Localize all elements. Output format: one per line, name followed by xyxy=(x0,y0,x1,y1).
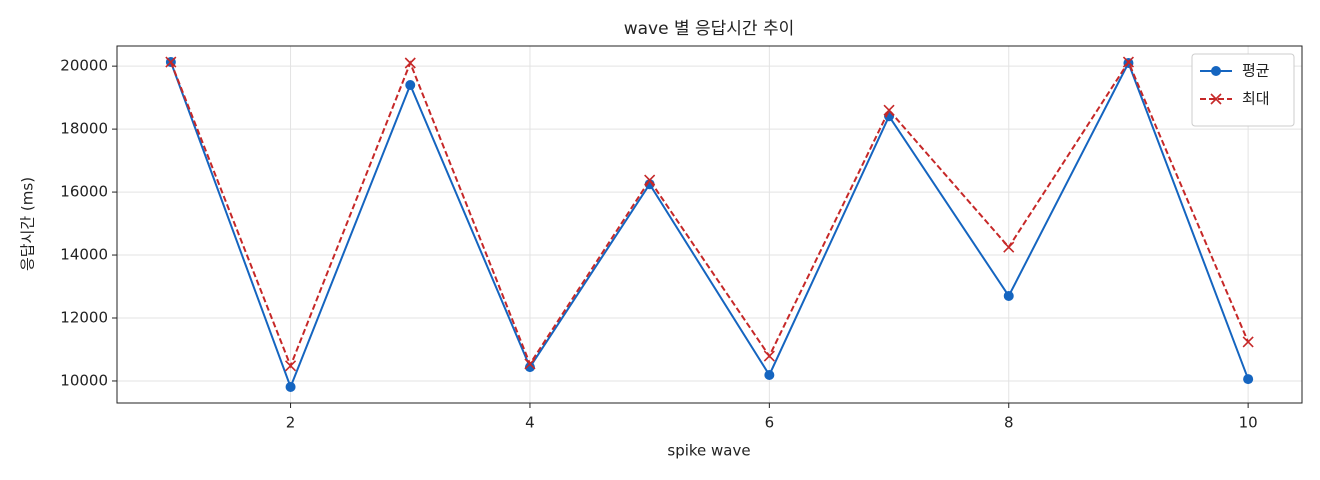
y-tick-label: 16000 xyxy=(60,183,108,201)
marker xyxy=(405,80,416,91)
x-tick-label: 10 xyxy=(1239,414,1258,432)
marker xyxy=(165,56,177,68)
marker xyxy=(1003,290,1014,301)
marker xyxy=(644,174,656,186)
x-tick-label: 4 xyxy=(525,414,535,432)
plot-frame xyxy=(116,45,1303,404)
y-tick-label: 18000 xyxy=(60,120,108,138)
series-line xyxy=(169,60,1250,390)
marker xyxy=(763,350,775,362)
marker xyxy=(524,362,535,373)
y-tick-label: 10000 xyxy=(60,371,108,389)
marker xyxy=(1243,374,1254,385)
y-axis-label: 응답시간 (ms) xyxy=(19,177,37,271)
legend-marker xyxy=(1211,66,1221,76)
marker xyxy=(1003,241,1015,253)
marker xyxy=(284,360,297,372)
legend-marker xyxy=(1210,93,1222,105)
marker xyxy=(404,57,416,69)
marker xyxy=(1242,336,1254,348)
marker xyxy=(524,358,536,370)
marker xyxy=(764,369,775,380)
marker xyxy=(1122,56,1135,68)
x-axis-label: spike wave xyxy=(667,442,750,460)
x-tick-label: 8 xyxy=(1004,414,1014,432)
y-tick-label: 20000 xyxy=(60,57,108,75)
marker xyxy=(285,381,296,392)
legend-label: 최대 xyxy=(1242,90,1270,108)
x-tick-label: 2 xyxy=(286,414,296,432)
chart-title: wave 별 응답시간 추이 xyxy=(624,19,795,39)
y-tick-label: 14000 xyxy=(60,246,108,264)
legend-label: 평균 xyxy=(1242,62,1270,80)
marker xyxy=(883,104,895,116)
y-tick-label: 12000 xyxy=(60,309,108,327)
series-line xyxy=(169,59,1250,369)
x-tick-label: 6 xyxy=(765,414,775,432)
